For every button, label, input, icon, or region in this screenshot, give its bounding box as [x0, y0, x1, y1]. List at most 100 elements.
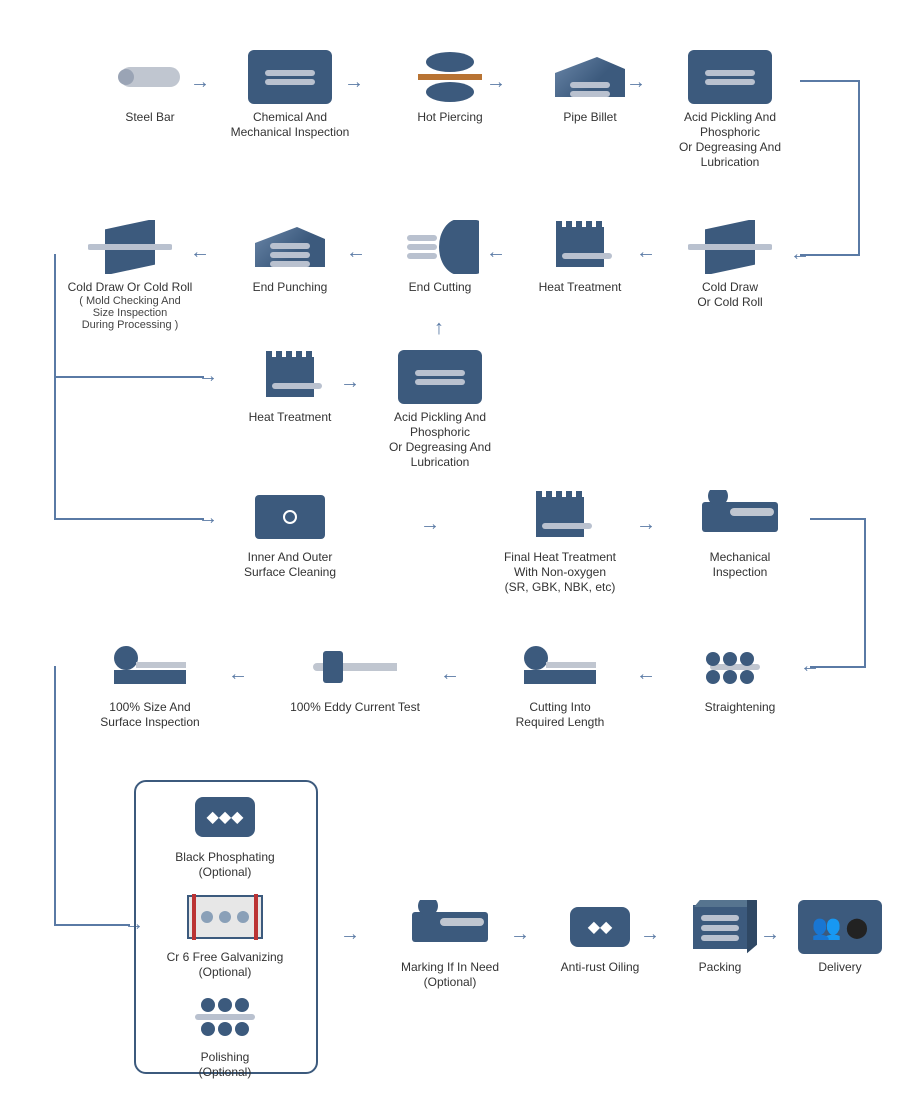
connector: [810, 518, 866, 520]
arrow-right-icon: →: [760, 924, 780, 944]
rollers-icon: [408, 50, 492, 104]
polish-icon: [183, 990, 267, 1044]
connector: [54, 518, 204, 520]
step-label: Heat Treatment: [220, 410, 360, 425]
step-label: Final Heat TreatmentWith Non-oxygen(SR, …: [490, 550, 630, 595]
step-marking: Marking If In Need(Optional): [380, 900, 520, 990]
step-polishing: Polishing(Optional): [155, 990, 295, 1080]
probe-icon: [313, 640, 397, 694]
connector: [800, 80, 860, 82]
connector: [864, 518, 866, 668]
step-label: Steel Bar: [80, 110, 220, 125]
connector: [54, 254, 56, 520]
step-label: 100% Size AndSurface Inspection: [80, 700, 220, 730]
step-label: Hot Piercing: [380, 110, 520, 125]
arrow-right-icon: →: [486, 72, 506, 92]
step-acid-pickling-2: Acid Pickling AndPhosphoricOr Degreasing…: [370, 350, 510, 470]
step-label: 100% Eddy Current Test: [270, 700, 440, 715]
step-chem-mech-insp: Chemical AndMechanical Inspection: [220, 50, 360, 140]
gear-icon: [538, 220, 622, 274]
gear-icon: [518, 490, 602, 544]
cut-machine-icon: [108, 640, 192, 694]
rods-icon: [688, 50, 772, 104]
cylinder-icon: [108, 50, 192, 104]
step-mech-insp: MechanicalInspection: [670, 490, 810, 580]
step-label: Chemical AndMechanical Inspection: [220, 110, 360, 140]
step-surface-cleaning: Inner And OuterSurface Cleaning: [220, 490, 360, 580]
arrow-right-icon: →: [340, 372, 360, 392]
cut-machine-icon: [518, 640, 602, 694]
arrow-right-icon: →: [640, 924, 660, 944]
step-label: Cold Draw Or Cold Roll: [60, 280, 200, 295]
galvanize-icon: [183, 890, 267, 944]
step-label: Marking If In Need(Optional): [380, 960, 520, 990]
arrow-right-icon: →: [510, 924, 530, 944]
rods-icon: [248, 50, 332, 104]
arrow-up-icon: ↑: [434, 318, 444, 338]
step-cold-draw-2: Cold Draw Or Cold Roll ( Mold Checking A…: [60, 220, 200, 331]
connector: [858, 80, 860, 256]
step-black-phosphating: ◆◆◆ Black Phosphating(Optional): [155, 790, 295, 880]
step-size-surface-insp: 100% Size AndSurface Inspection: [80, 640, 220, 730]
connector: [54, 924, 130, 926]
step-label: Packing: [670, 960, 770, 975]
arrow-right-icon: →: [340, 924, 360, 944]
step-label: Cold DrawOr Cold Roll: [660, 280, 800, 310]
step-heat-treatment-2: Heat Treatment: [220, 350, 360, 425]
box-icon: [678, 900, 762, 954]
plate-rod-icon: [88, 220, 172, 274]
half-disc-icon: [398, 220, 482, 274]
arrow-right-icon: →: [198, 508, 218, 528]
plate-rod-icon: [688, 220, 772, 274]
step-packing: Packing: [670, 900, 770, 975]
step-cold-draw-1: Cold DrawOr Cold Roll: [660, 220, 800, 310]
step-label: Cutting IntoRequired Length: [490, 700, 630, 730]
gear-icon: [248, 350, 332, 404]
arrow-left-icon: ←: [228, 664, 248, 684]
step-label: MechanicalInspection: [670, 550, 810, 580]
step-label: Cr 6 Free Galvanizing(Optional): [155, 950, 295, 980]
arrow-right-icon: →: [198, 366, 218, 386]
step-final-heat: Final Heat TreatmentWith Non-oxygen(SR, …: [490, 490, 630, 595]
step-cutting-length: Cutting IntoRequired Length: [490, 640, 630, 730]
arrow-left-icon: ←: [440, 664, 460, 684]
step-label: End Punching: [220, 280, 360, 295]
arrow-right-icon: →: [626, 72, 646, 92]
clean-icon: [248, 490, 332, 544]
step-label: End Cutting: [370, 280, 510, 295]
arrow-right-icon: →: [636, 514, 656, 534]
step-label: Black Phosphating(Optional): [155, 850, 295, 880]
step-label: Delivery: [790, 960, 890, 975]
step-acid-pickling-1: Acid Pickling AndPhosphoricOr Degreasing…: [660, 50, 800, 170]
rods-icon: [398, 350, 482, 404]
connector: [54, 666, 56, 926]
wedge-rods-icon: [248, 220, 332, 274]
step-eddy-current: 100% Eddy Current Test: [270, 640, 440, 715]
step-label: Acid Pickling AndPhosphoricOr Degreasing…: [370, 410, 510, 470]
machine-icon: [698, 490, 782, 544]
arrow-right-icon: →: [190, 72, 210, 92]
process-flowchart: Steel Bar → Chemical AndMechanical Inspe…: [20, 20, 896, 1080]
step-straightening: Straightening: [670, 640, 810, 715]
step-end-cutting: End Cutting: [370, 220, 510, 295]
step-label: Straightening: [670, 700, 810, 715]
machine-icon: [408, 900, 492, 954]
droplets-icon: ◆◆: [558, 900, 642, 954]
step-label: Polishing(Optional): [155, 1050, 295, 1080]
connector: [54, 376, 204, 378]
step-label: Anti-rust Oiling: [540, 960, 660, 975]
droplets-icon: ◆◆◆: [183, 790, 267, 844]
step-galvanizing: Cr 6 Free Galvanizing(Optional): [155, 890, 295, 980]
step-label: Heat Treatment: [510, 280, 650, 295]
step-sublabel: ( Mold Checking AndSize InspectionDuring…: [60, 295, 200, 331]
billet-icon: [548, 50, 632, 104]
step-heat-treatment-1: Heat Treatment: [510, 220, 650, 295]
step-label: Pipe Billet: [520, 110, 660, 125]
arrow-right-icon: →: [420, 514, 440, 534]
arrow-right-icon: →: [344, 72, 364, 92]
step-delivery: 👥⬤ Delivery: [790, 900, 890, 975]
people-icon: 👥⬤: [798, 900, 882, 954]
chain-icon: [698, 640, 782, 694]
step-end-punching: End Punching: [220, 220, 360, 295]
step-label: Inner And OuterSurface Cleaning: [220, 550, 360, 580]
